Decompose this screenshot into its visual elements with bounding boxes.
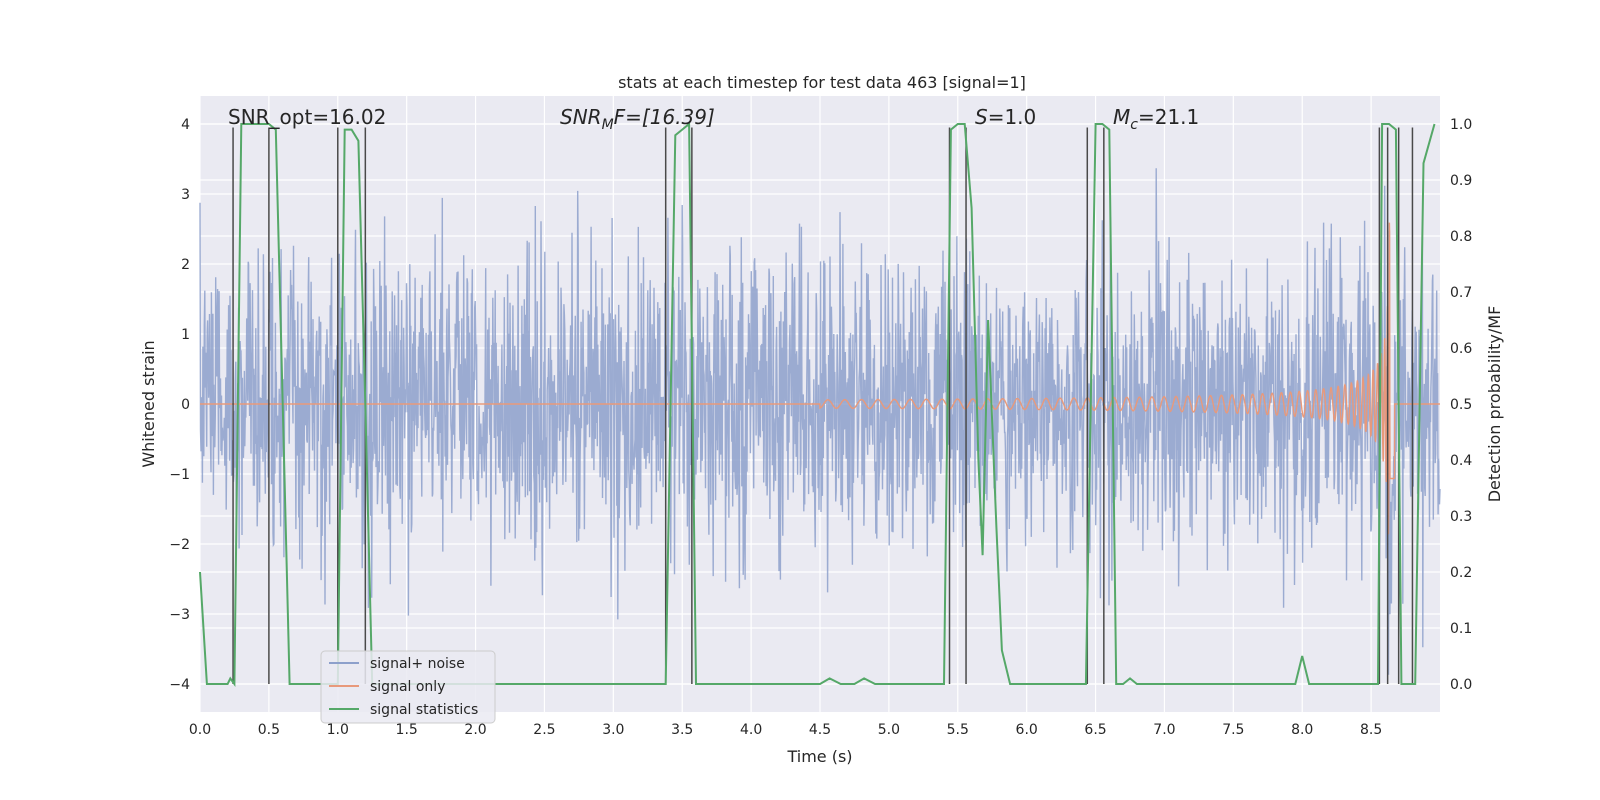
annotation-mc: Mc=21.1 [1113,105,1199,133]
y-right-tick-label: 0.1 [1450,621,1472,637]
x-tick-label: 6.0 [1016,722,1038,738]
y-right-tick-label: 0.0 [1450,677,1472,693]
x-tick-label: 8.0 [1291,722,1313,738]
x-tick-label: 5.5 [947,722,969,738]
y-tick-label: −3 [169,607,190,623]
x-tick-label: 0.0 [189,722,211,738]
y-tick-label: −4 [169,677,190,693]
y-right-tick-label: 0.9 [1450,173,1472,189]
legend: signal+ noise signal only signal statist… [320,650,496,724]
y-tick-label: 4 [181,117,190,133]
annotation-s: S=1.0 [975,105,1036,129]
y-tick-label: −1 [169,467,190,483]
y-right-tick-label: 0.8 [1450,229,1472,245]
y-right-tick-label: 0.3 [1450,509,1472,525]
chart-title: stats at each timestep for test data 463… [618,73,1026,92]
signal-statistics-series [199,121,1436,688]
y-right-tick-label: 0.2 [1450,565,1472,581]
signal-only-line [200,222,1440,535]
signal-only-series [200,222,1440,535]
x-tick-label: 3.5 [671,722,693,738]
y-right-tick-label: 0.7 [1450,285,1472,301]
y-right-axis-label: Detection probability/MF [1485,306,1504,503]
legend-label-stats: signal statistics [370,702,478,718]
x-tick-label: 8.5 [1360,722,1382,738]
y-right-axis-ticks: 1.0 0.9 0.8 0.7 0.6 0.5 0.4 0.3 0.2 0.1 0.0 [1450,117,1472,693]
y-tick-label: 1 [181,327,190,343]
vertical-markers [232,127,1414,684]
x-tick-label: 2.5 [533,722,555,738]
annotation-snr-mf: SNRMF=[16.39] [560,105,715,133]
legend-label-noise: signal+ noise [370,656,465,672]
y-axis-ticks: 4 3 2 1 0 −1 −2 −3 −4 [169,117,190,693]
annotation-snr-opt: SNR_opt=16.02 [228,105,386,129]
y-right-tick-label: 0.5 [1450,397,1472,413]
x-tick-label: 4.0 [740,722,762,738]
y-right-tick-label: 1.0 [1450,117,1472,133]
x-tick-label: 7.5 [1222,722,1244,738]
y-right-tick-label: 0.4 [1450,453,1472,469]
y-axis-label: Whitened strain [139,340,158,467]
x-tick-label: 2.0 [464,722,486,738]
x-tick-label: 0.5 [258,722,280,738]
y-tick-label: 2 [181,257,190,273]
x-axis-label: Time (s) [786,747,852,766]
x-tick-label: 1.0 [327,722,349,738]
y-right-tick-label: 0.6 [1450,341,1472,357]
x-tick-label: 6.5 [1084,722,1106,738]
x-axis-ticks: 0.0 0.5 1.0 1.5 2.0 2.5 3.0 3.5 4.0 4.5 5.0 5.5 6.0 6… [189,722,1382,738]
x-tick-label: 4.5 [809,722,831,738]
y-tick-label: −2 [169,537,190,553]
x-tick-label: 1.5 [396,722,418,738]
y-tick-label: 0 [181,397,190,413]
legend-box [320,650,496,724]
legend-label-signal: signal only [370,679,445,695]
signal-statistics-line [199,121,1436,688]
x-tick-label: 7.0 [1153,722,1175,738]
x-tick-label: 3.0 [602,722,624,738]
x-tick-label: 5.0 [878,722,900,738]
y-tick-label: 3 [181,187,190,203]
